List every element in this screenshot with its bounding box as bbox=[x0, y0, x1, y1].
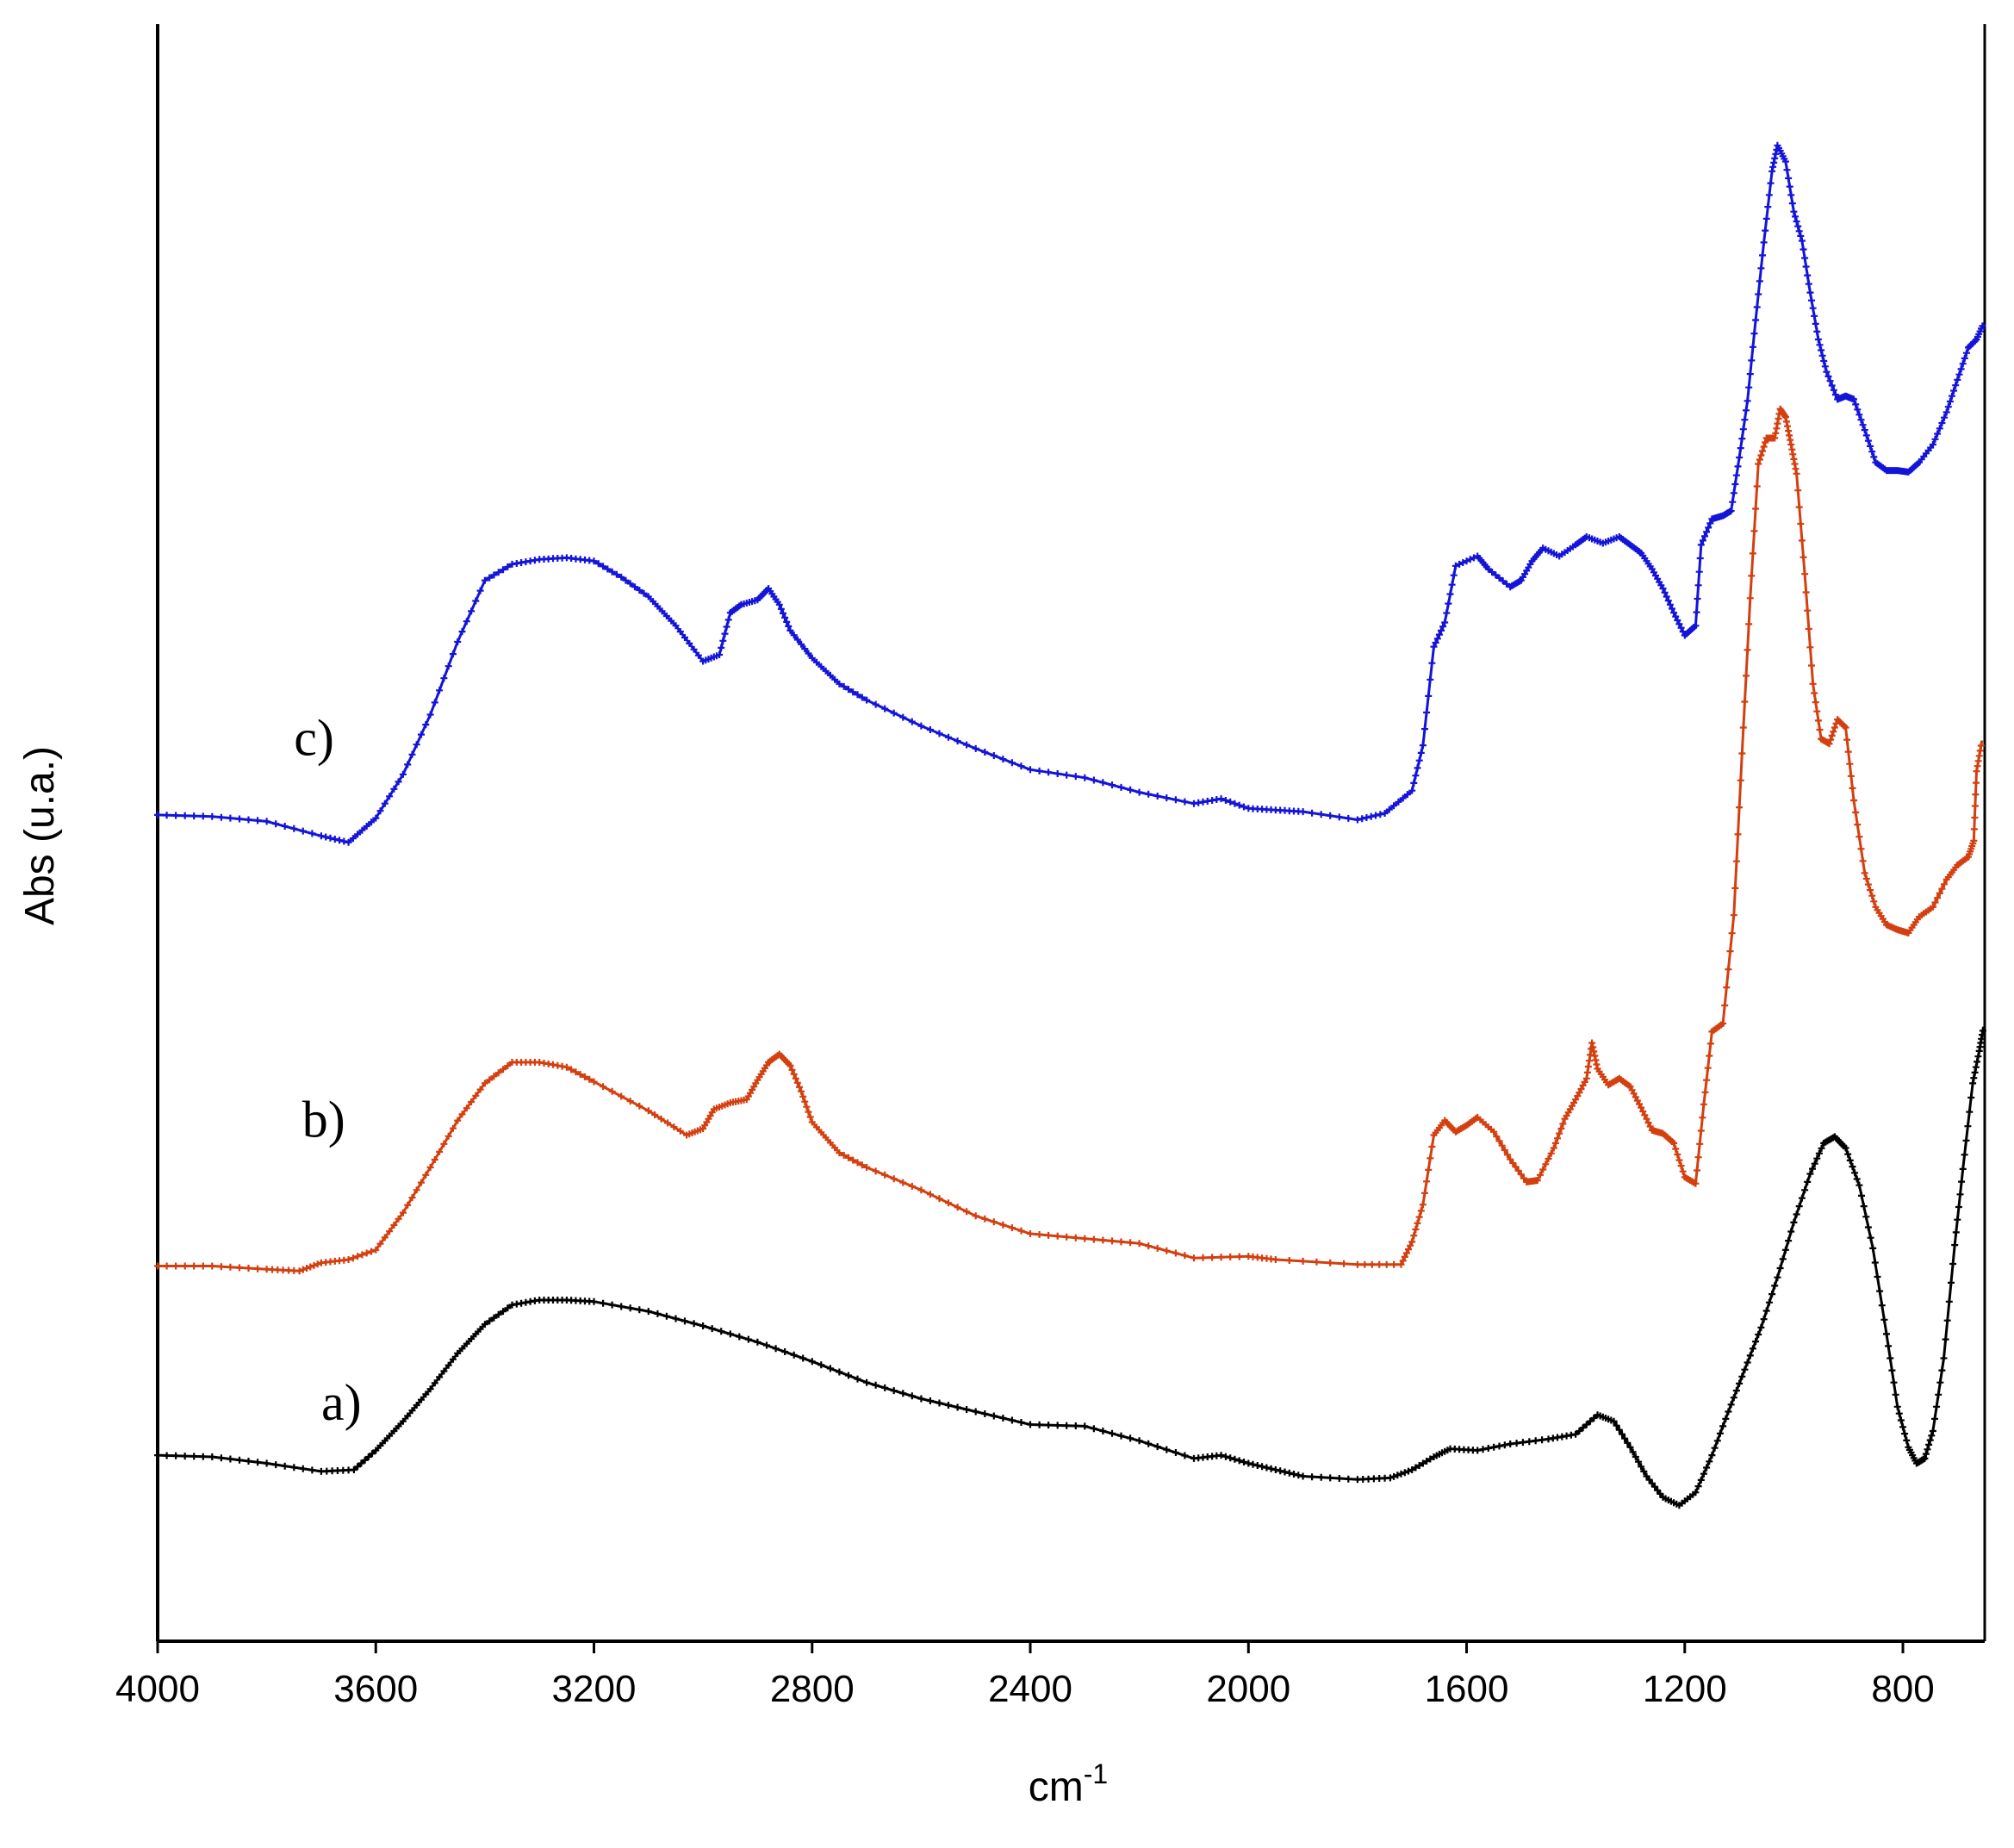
series-label: b) bbox=[302, 1091, 345, 1148]
series-a bbox=[154, 1026, 1986, 1509]
series-b bbox=[154, 405, 1985, 1275]
series-line bbox=[157, 144, 1986, 844]
x-tick-label: 2800 bbox=[770, 1668, 855, 1710]
x-axis-label-exponent: -1 bbox=[1084, 1758, 1108, 1789]
series-label: c) bbox=[294, 709, 334, 766]
x-tick-label: 4000 bbox=[115, 1668, 200, 1710]
series-line bbox=[157, 1026, 1986, 1507]
x-tick-label: 3600 bbox=[333, 1668, 418, 1710]
x-tick-label: 3200 bbox=[552, 1668, 637, 1710]
series-markers bbox=[154, 405, 1985, 1275]
series-label: a) bbox=[321, 1374, 362, 1431]
x-tick-label: 1600 bbox=[1425, 1668, 1509, 1710]
series-line bbox=[158, 408, 1984, 1272]
x-axis-ticks: 4000 3600 3200 2800 2400 2000 1600 1200 800 bbox=[115, 1641, 1935, 1710]
x-axis-label-unit: cm bbox=[1029, 1764, 1084, 1810]
x-tick-label: 2000 bbox=[1206, 1668, 1290, 1710]
x-tick-label: 2400 bbox=[988, 1668, 1072, 1710]
x-tick-label: 1200 bbox=[1643, 1668, 1727, 1710]
series-markers bbox=[154, 141, 1986, 846]
y-axis-label: Abs (u.a.) bbox=[17, 746, 63, 925]
series-layer: a) b) c) bbox=[154, 141, 1986, 1509]
plot-frame bbox=[156, 24, 1986, 1643]
x-tick-label: 800 bbox=[1871, 1668, 1934, 1710]
series-c bbox=[154, 141, 1986, 846]
series-markers bbox=[154, 1027, 1986, 1509]
x-axis-label: cm-1 bbox=[1029, 1758, 1108, 1810]
